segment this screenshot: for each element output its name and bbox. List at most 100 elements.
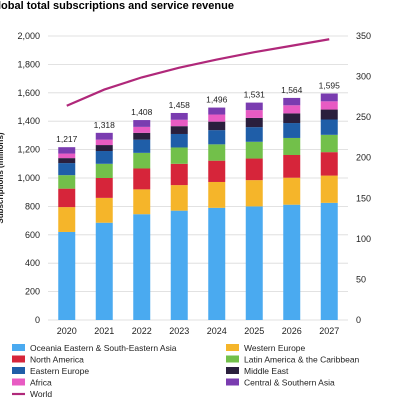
bar-segment (320, 119, 338, 135)
bar-segment (283, 204, 301, 320)
bar-segment (208, 144, 226, 161)
y-right-tick-label: 250 (356, 112, 371, 122)
bar-segment (320, 134, 338, 153)
bar-segment (95, 163, 113, 178)
y-right-tick-label: 300 (356, 72, 371, 82)
bar-segment (170, 185, 188, 211)
bar-segment (283, 123, 301, 138)
y-right-tick-label: 50 (356, 274, 366, 284)
y-left-tick-label: 1,400 (17, 116, 40, 126)
bar-segment (170, 210, 188, 320)
bar-segment (245, 102, 263, 111)
bar-segment (95, 145, 113, 152)
bar-segment (170, 112, 188, 120)
y-left-tick-label: 0 (35, 315, 40, 325)
bar-segment (58, 163, 76, 176)
y-left-tick-label: 600 (25, 230, 40, 240)
bar-segment (208, 181, 226, 208)
y-right-tick-label: 350 (356, 31, 371, 41)
y-axis-title: Subscriptions (millions) (0, 132, 5, 223)
legend-swatch (12, 378, 25, 386)
legend-swatch (12, 367, 25, 374)
bar-segment (283, 113, 301, 124)
bar-segment (133, 120, 151, 127)
total-data-label: 1,531 (244, 90, 266, 100)
bar-segment (95, 222, 113, 320)
x-tick-label: 2020 (57, 326, 77, 336)
bar-segment (58, 147, 76, 154)
bar-segment (208, 160, 226, 182)
bar-segment (133, 132, 151, 140)
total-data-label: 1,217 (56, 134, 78, 144)
bar-segment (245, 158, 263, 181)
bar-segment (58, 153, 76, 159)
bar-segment (208, 130, 226, 145)
bar-segment (283, 105, 301, 114)
legend-label: Central & Southern Asia (244, 378, 335, 388)
bar-segment (245, 127, 263, 142)
x-tick-label: 2022 (132, 326, 152, 336)
legend-swatch (226, 378, 239, 386)
bar-segment (208, 114, 226, 122)
bar-segment (320, 152, 338, 176)
y-left-tick-label: 2,000 (17, 31, 40, 41)
bar-segment (245, 141, 263, 159)
bar-segment (320, 202, 338, 320)
bar-segment (95, 197, 113, 223)
x-tick-label: 2023 (169, 326, 189, 336)
legend-label: North America (30, 355, 84, 365)
bar-segment (58, 207, 76, 232)
bar-segment (170, 147, 188, 164)
legend-label: Oceania Eastern & South-Eastern Asia (30, 343, 177, 353)
y-left-tick-label: 1,800 (17, 59, 40, 69)
legend-label: Africa (30, 378, 52, 388)
total-data-label: 1,408 (131, 107, 153, 117)
bar-segment (133, 189, 151, 215)
bar-segment (283, 137, 301, 155)
bar-segment (95, 178, 113, 198)
bar-segment (95, 139, 113, 146)
legend-label: Western Europe (244, 343, 306, 353)
legend-label: Eastern Europe (30, 366, 89, 376)
x-tick-label: 2027 (319, 326, 339, 336)
legend-swatch (12, 355, 25, 363)
bar-segment (133, 168, 151, 190)
bar-segment (245, 180, 263, 207)
bar-segment (208, 121, 226, 131)
y-right-tick-label: 200 (356, 153, 371, 163)
chart-title: lobal total subscriptions and service re… (0, 0, 234, 12)
y-right-tick-label: 150 (356, 193, 371, 203)
total-data-label: 1,595 (319, 81, 341, 91)
y-left-tick-label: 1,200 (17, 145, 40, 155)
y-left-tick-label: 800 (25, 201, 40, 211)
bar-segment (95, 132, 113, 140)
bar-segment (58, 158, 76, 164)
bar-segment (283, 154, 301, 178)
legend-swatch (12, 344, 25, 351)
total-data-label: 1,564 (281, 85, 303, 95)
bar-segment (170, 119, 188, 127)
bar-segment (283, 177, 301, 205)
bar-segment (58, 188, 76, 208)
bar-segment (208, 107, 226, 115)
legend-swatch (226, 344, 239, 351)
total-data-label: 1,458 (169, 100, 191, 110)
y-left-tick-label: 1,600 (17, 88, 40, 98)
bar-segment (170, 163, 188, 186)
bar-segment (320, 109, 338, 120)
y-left-tick-label: 200 (25, 287, 40, 297)
y-right-tick-label: 100 (356, 234, 371, 244)
total-data-label: 1,496 (206, 95, 228, 105)
bar-segment (133, 214, 151, 320)
total-data-label: 1,318 (94, 120, 116, 130)
bar-segment (170, 133, 188, 148)
bar-segment (320, 93, 338, 102)
bar-segment (245, 117, 263, 128)
bar-segment (170, 126, 188, 134)
bar-segment (283, 97, 301, 106)
legend-label: Latin America & the Caribbean (244, 355, 360, 365)
bar-segment (245, 206, 263, 320)
x-tick-label: 2021 (94, 326, 114, 336)
legend-swatch (226, 355, 239, 363)
